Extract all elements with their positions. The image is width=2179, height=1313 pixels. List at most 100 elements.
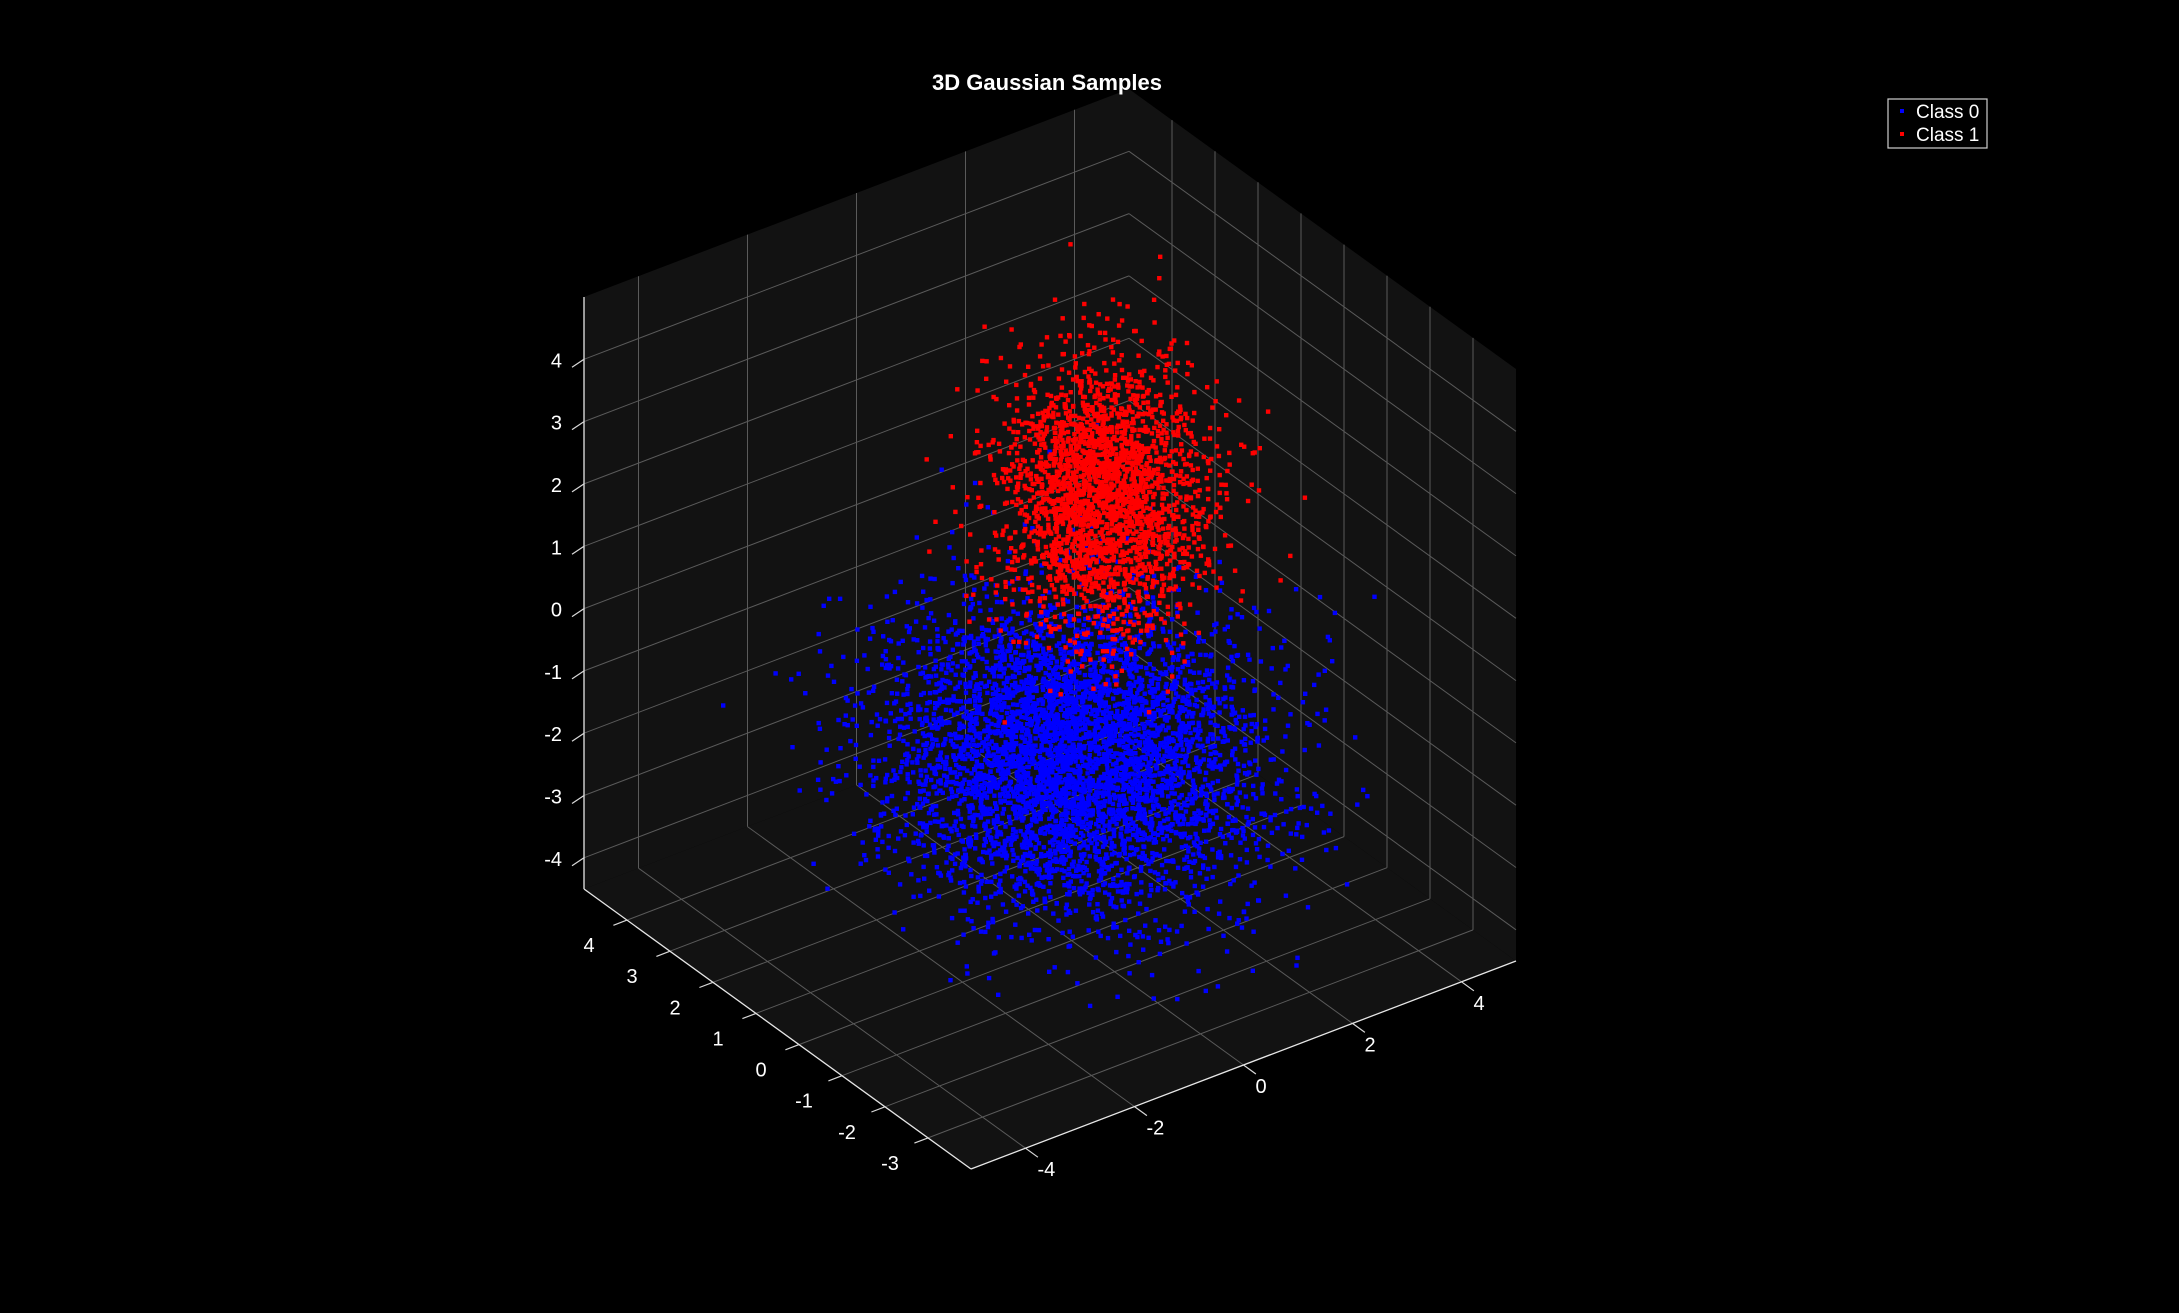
data-point <box>1188 669 1193 674</box>
data-point <box>873 837 878 842</box>
data-point <box>1114 949 1119 955</box>
data-point <box>1089 694 1094 699</box>
data-point <box>917 821 923 826</box>
data-point <box>1167 738 1172 743</box>
data-point <box>1006 836 1011 841</box>
data-point <box>1165 698 1170 703</box>
data-point <box>1051 714 1057 720</box>
data-point <box>924 825 929 830</box>
data-point <box>973 753 978 758</box>
data-point <box>1017 665 1022 670</box>
data-point <box>1225 821 1231 826</box>
data-point <box>1013 680 1018 686</box>
data-point <box>1170 786 1175 791</box>
data-point <box>1305 905 1311 910</box>
data-point <box>1197 769 1202 774</box>
data-point <box>836 717 841 723</box>
data-point <box>1108 748 1113 753</box>
data-point <box>1157 727 1162 732</box>
data-point <box>1061 875 1066 880</box>
data-point <box>1049 795 1054 801</box>
data-point <box>1051 843 1056 848</box>
data-point <box>1275 825 1280 831</box>
data-point <box>935 627 940 632</box>
data-point <box>974 734 979 739</box>
data-point <box>1057 803 1063 808</box>
data-point <box>1043 788 1048 794</box>
data-point <box>1077 892 1083 897</box>
data-point <box>1169 754 1174 760</box>
data-point <box>931 711 937 717</box>
data-point <box>862 853 867 858</box>
data-point <box>1151 600 1156 605</box>
data-point <box>1074 754 1079 760</box>
data-point <box>1079 697 1085 702</box>
data-point <box>1228 615 1233 620</box>
data-point <box>924 708 929 713</box>
data-point <box>1072 791 1077 796</box>
data-point <box>1216 764 1221 770</box>
data-point <box>1064 784 1070 789</box>
data-point <box>1177 737 1183 742</box>
data-point <box>971 642 977 647</box>
data-point <box>944 860 949 865</box>
data-point <box>1115 708 1120 714</box>
data-point <box>1086 873 1091 878</box>
data-point <box>1191 840 1197 845</box>
data-point <box>983 839 989 845</box>
data-point <box>1076 744 1082 750</box>
data-point <box>1023 803 1028 808</box>
data-point <box>963 577 969 583</box>
data-point <box>971 926 976 931</box>
data-point <box>1092 673 1097 678</box>
data-point <box>1017 587 1023 592</box>
data-point <box>1043 863 1048 868</box>
y-tick-mark <box>785 1044 800 1051</box>
data-point <box>1173 767 1178 772</box>
data-point <box>954 793 959 798</box>
data-point <box>1294 963 1299 968</box>
data-point <box>1030 695 1035 700</box>
data-point <box>966 716 971 721</box>
data-point <box>854 723 859 728</box>
data-point <box>979 748 985 753</box>
data-point <box>1096 824 1101 829</box>
data-point <box>1108 901 1113 907</box>
data-point <box>1175 657 1181 662</box>
data-point <box>1131 700 1137 705</box>
data-point <box>1013 829 1018 834</box>
data-point <box>1013 650 1018 655</box>
data-point <box>1171 655 1177 660</box>
data-point <box>1099 734 1105 739</box>
data-point <box>1038 760 1043 766</box>
data-point <box>1066 881 1071 886</box>
data-point <box>1192 883 1197 889</box>
data-point <box>1047 763 1052 768</box>
data-point <box>1017 805 1022 810</box>
data-point <box>1068 910 1073 915</box>
data-point <box>1030 865 1035 871</box>
data-point <box>1042 898 1047 903</box>
data-point <box>1212 864 1217 870</box>
data-point <box>984 795 990 800</box>
data-point <box>1000 811 1005 816</box>
data-point <box>905 772 910 777</box>
data-point <box>1126 656 1131 661</box>
data-point <box>1155 759 1161 765</box>
data-point <box>1060 830 1065 835</box>
data-point <box>978 881 984 886</box>
data-point <box>1081 628 1086 633</box>
data-point <box>1068 825 1073 830</box>
data-point <box>1154 812 1159 817</box>
data-point <box>1184 724 1189 730</box>
data-point <box>1132 651 1137 657</box>
data-point <box>968 899 973 905</box>
data-point <box>1018 652 1024 658</box>
data-point <box>957 771 963 777</box>
data-point <box>916 706 921 712</box>
data-point <box>1028 738 1033 743</box>
data-point <box>1002 653 1007 658</box>
data-point <box>1033 641 1039 646</box>
data-point <box>993 891 998 896</box>
data-point <box>837 778 842 784</box>
